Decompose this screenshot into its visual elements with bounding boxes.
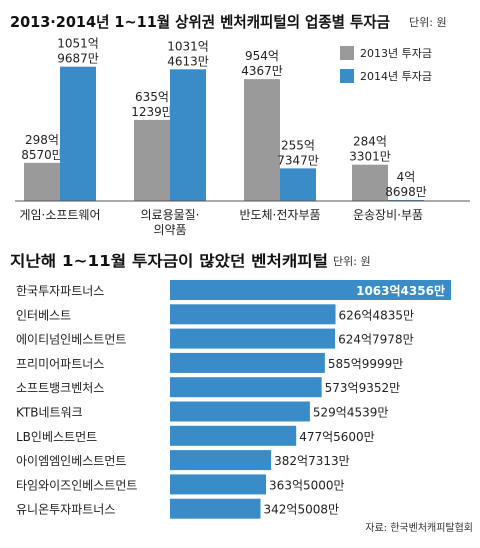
category-label: 운송장비·부품 — [353, 208, 423, 222]
legend-swatch-2013 — [340, 46, 354, 60]
bar-value-label: 954억 — [245, 49, 279, 63]
company-label: 에이티넘인베스트먼트 — [16, 333, 126, 347]
company-label: 소프트뱅크벤처스 — [16, 381, 104, 395]
company-bar — [170, 304, 336, 325]
source-note: 자료: 한국벤처캐피탈협회 — [365, 521, 473, 534]
company-bar — [170, 401, 310, 422]
company-bar — [170, 498, 261, 519]
chart2-title: 지난해 1~11월 투자금이 많았던 벤처캐피털 — [10, 252, 328, 270]
company-bar — [170, 450, 272, 471]
bar-value-label: 1031억 — [167, 39, 209, 53]
company-value-label: 382억7313만 — [274, 454, 350, 468]
bar-2014-1 — [170, 69, 206, 201]
company-value-label: 477억5600만 — [299, 430, 375, 444]
bar-2013-0 — [24, 162, 60, 201]
bar-value-label: 9687만 — [57, 52, 99, 66]
bar-2014-0 — [60, 66, 96, 201]
bar-value-label: 1239만 — [131, 105, 173, 119]
company-value-label: 363억5000만 — [269, 478, 345, 492]
chart1-title: 2013·2014년 1~11월 상위권 벤처캐피털의 업종별 투자금 — [10, 13, 390, 31]
company-bar — [170, 328, 336, 349]
bar-value-label: 8570만 — [21, 148, 63, 162]
company-label: 타임와이즈인베스트먼트 — [16, 478, 137, 492]
chart1-unit: 단위: 원 — [409, 16, 447, 29]
bar-value-label: 4억 — [397, 170, 416, 184]
company-value-label: 585억9999만 — [328, 357, 404, 371]
bar-2013-1 — [134, 119, 170, 201]
company-value-label: 342억5008만 — [264, 503, 340, 517]
bar-2014-2 — [280, 168, 316, 201]
company-label: 아이엠엠인베스트먼트 — [16, 454, 126, 468]
company-label: 한국투자파트너스 — [16, 284, 104, 298]
bar-value-label: 7347만 — [277, 153, 319, 167]
bar-2013-2 — [244, 79, 280, 201]
category-label: 반도체·전자부품 — [239, 208, 320, 222]
company-label: LB인베스트먼트 — [16, 430, 97, 444]
company-bar — [170, 425, 297, 446]
company-value-label: 573억9352만 — [325, 381, 401, 395]
bar-value-label: 284억 — [353, 135, 387, 149]
bar-value-label: 255억 — [281, 138, 315, 152]
company-bar — [170, 377, 322, 398]
company-value-label: 626억4835만 — [339, 308, 415, 322]
bar-value-label: 1051억 — [57, 37, 99, 51]
bar-value-label: 4613만 — [167, 54, 209, 68]
bar-value-label: 635억 — [135, 90, 169, 104]
bar-value-label: 8698만 — [385, 185, 427, 199]
category-label: 의료용물질· — [140, 208, 199, 222]
category-label: 의약품 — [153, 222, 186, 237]
company-label: KTB네트워크 — [16, 406, 83, 420]
company-bar — [170, 280, 451, 300]
category-label: 게임·소프트웨어 — [19, 208, 100, 222]
company-bar — [170, 474, 267, 495]
company-bar — [170, 352, 325, 373]
company-label: 인터베스트 — [16, 308, 71, 322]
company-label: 프리미어파트너스 — [16, 357, 104, 371]
company-value-label: 624억7978만 — [338, 333, 414, 347]
chart2-unit: 단위: 원 — [333, 255, 371, 268]
bar-2013-3 — [352, 164, 388, 201]
bar-value-label: 3301만 — [349, 150, 391, 164]
bar-value-label: 298억 — [25, 133, 59, 147]
company-value-label: 529억4539만 — [313, 406, 389, 420]
company-value-label: 1063억4356만 — [356, 283, 445, 298]
legend-swatch-2014 — [340, 69, 354, 83]
bar-value-label: 4367만 — [241, 64, 283, 78]
company-label: 유니온투자파트너스 — [16, 503, 115, 517]
legend-label-2014: 2014년 투자금 — [360, 70, 432, 83]
legend-label-2013: 2013년 투자금 — [360, 47, 432, 60]
